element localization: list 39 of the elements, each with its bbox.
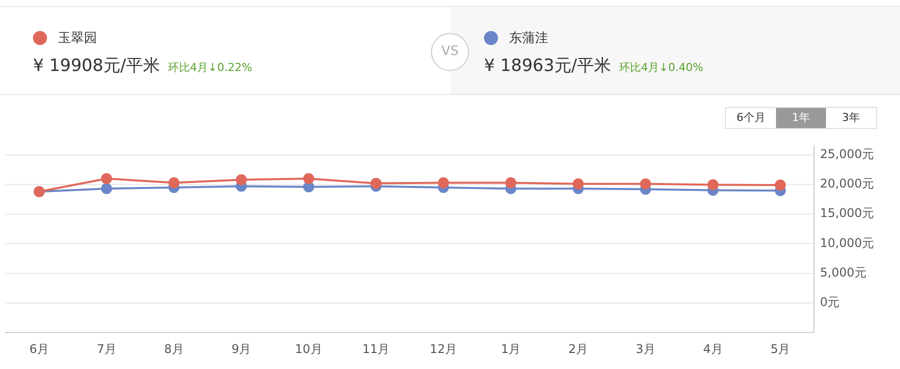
- point: [236, 174, 247, 186]
- x-tick-label: 5月: [770, 342, 790, 356]
- text: ¥ 19908元/平米: [33, 56, 160, 76]
- point: [774, 180, 786, 191]
- y-tick-label: 0元: [820, 295, 840, 310]
- x-tick-label: 6月: [29, 342, 50, 356]
- legend-label: 东蒲洼: [509, 30, 548, 47]
- x-tick-label: 9月: [231, 342, 252, 356]
- point: [438, 177, 449, 188]
- x-tick-label: 4月: [703, 342, 723, 356]
- point: [101, 183, 112, 194]
- legend-label: 玉翠园: [58, 30, 97, 47]
- x-tick-label: 10月: [295, 342, 322, 356]
- point: [640, 178, 652, 190]
- x-tick-label: 12月: [430, 342, 458, 356]
- point: [505, 177, 516, 188]
- x-tick-label: 8月: [164, 342, 184, 356]
- x-tick-label: 3月: [636, 342, 656, 356]
- y-tick-label: 20,000元: [820, 176, 874, 191]
- point: [303, 173, 314, 184]
- range-button[interactable]: 6个月: [726, 108, 776, 128]
- y-tick-label: 25,000元: [820, 147, 874, 162]
- y-tick-label: 15,000元: [820, 206, 874, 220]
- x-tick-label: 1月: [501, 342, 521, 356]
- text: VS: [431, 33, 469, 71]
- point: [168, 177, 180, 188]
- point: [707, 179, 718, 190]
- point: [370, 178, 382, 189]
- x-tick-label: 7月: [96, 342, 116, 356]
- y-tick-label: 10,000元: [820, 236, 874, 250]
- point: [572, 178, 584, 190]
- y-tick-label: 5,000元: [820, 265, 866, 280]
- x-tick-label: 11月: [362, 342, 390, 356]
- text: ¥ 18963元/平米: [484, 56, 612, 76]
- text: 环比4月↓0.22%: [168, 61, 252, 74]
- point: [101, 173, 112, 184]
- x-tick-label: 2月: [568, 342, 588, 356]
- range-button[interactable]: 3年: [826, 108, 876, 128]
- text: 环比4月↓0.40%: [619, 61, 704, 74]
